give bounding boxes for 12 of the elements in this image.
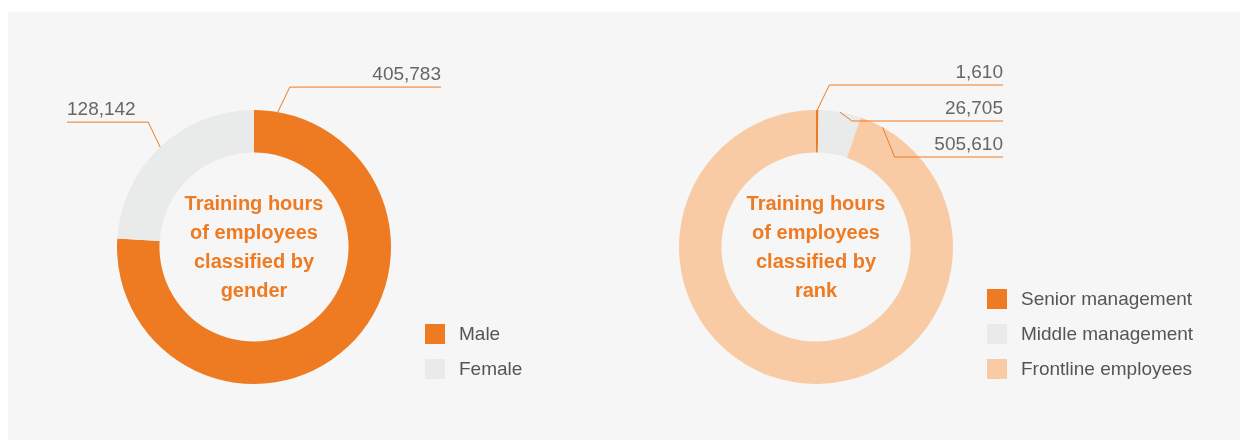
data-label: 128,142 xyxy=(67,97,136,119)
legend-label: Frontline employees xyxy=(1021,357,1193,380)
data-label: 505,610 xyxy=(934,132,1003,154)
legend-label: Senior management xyxy=(1021,287,1193,310)
data-label: 1,610 xyxy=(955,60,1003,82)
text: Training hours of employees classified by rank xyxy=(745,191,887,303)
text: Training hours of employees classified by gender xyxy=(183,191,325,303)
legend-label: Male xyxy=(459,322,501,345)
legend-label: Female xyxy=(459,357,523,380)
legend-label: Middle management xyxy=(1021,322,1194,345)
data-label: 26,705 xyxy=(944,96,1003,118)
data-label: 405,783 xyxy=(372,62,441,84)
